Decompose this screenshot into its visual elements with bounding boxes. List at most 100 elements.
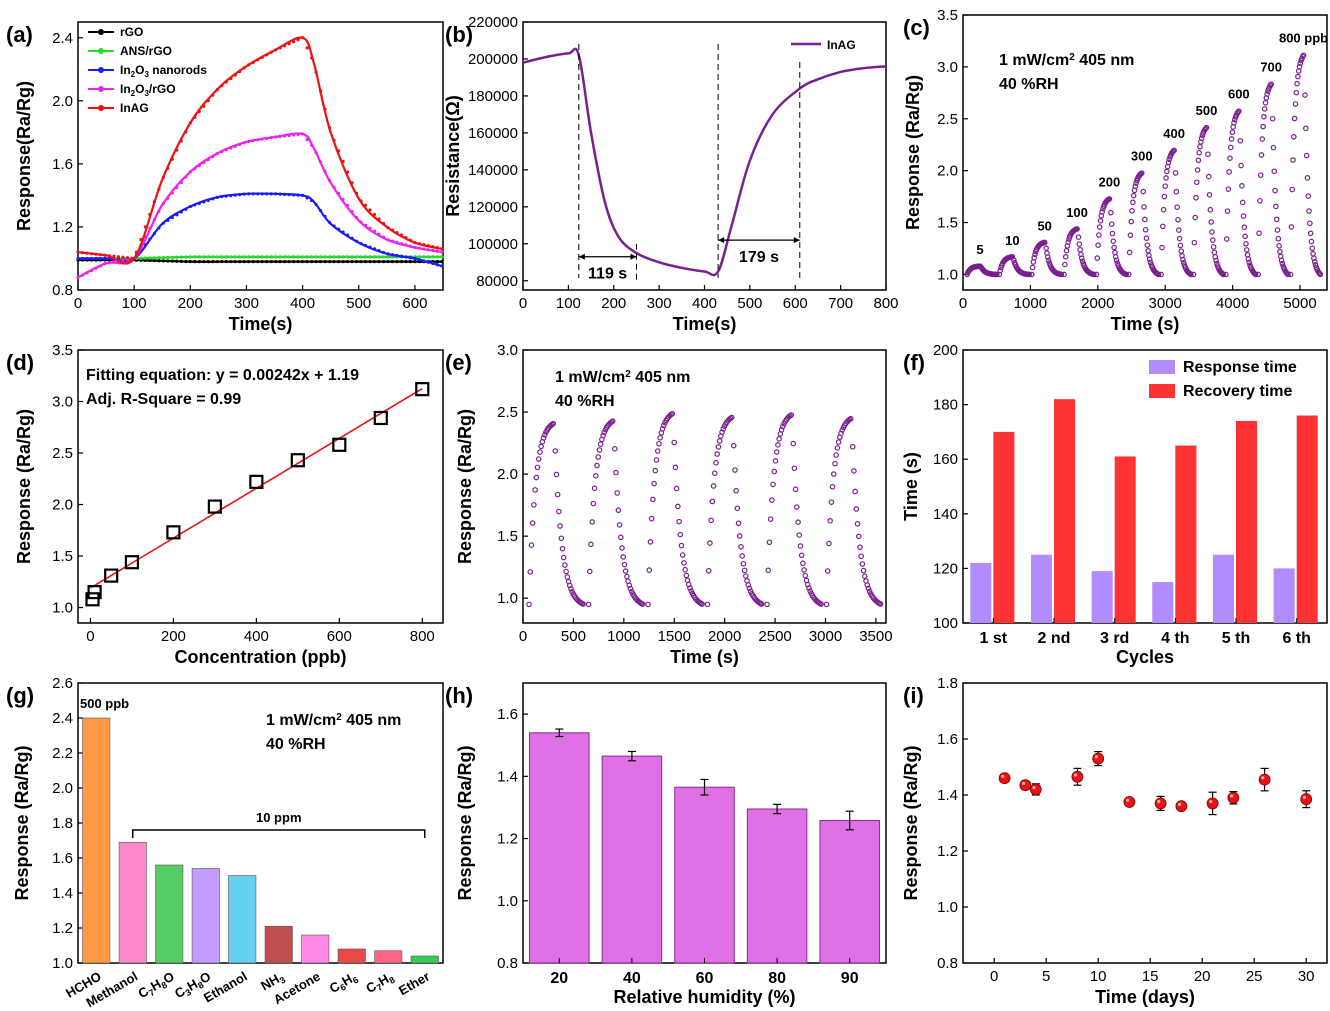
- data-point: [435, 249, 439, 253]
- data-point: [1243, 240, 1249, 247]
- data-point: [1310, 250, 1316, 257]
- panel-label: (a): [6, 22, 33, 47]
- data-point: [354, 255, 359, 259]
- data-point: [292, 133, 296, 137]
- data-point: [1287, 271, 1294, 278]
- data-point: [535, 456, 542, 462]
- data-point: [336, 149, 341, 153]
- data-point: [98, 253, 103, 257]
- data-point: [152, 200, 156, 204]
- data-point: [1245, 256, 1252, 262]
- data-point: [85, 271, 89, 275]
- data-point: [1257, 197, 1263, 204]
- data-point: [269, 192, 273, 196]
- data-point: [390, 239, 395, 243]
- data-point: [1231, 116, 1238, 123]
- data-point: [386, 225, 390, 230]
- data-point: [833, 452, 839, 458]
- concentration-label: 500 ppb: [80, 696, 129, 711]
- data-point: [1239, 199, 1246, 206]
- bar: [601, 755, 663, 964]
- y-tick-label: 120: [933, 560, 958, 577]
- data-point: [404, 236, 408, 240]
- data-point: [1170, 148, 1177, 154]
- data-point: [1227, 155, 1233, 161]
- data-point: [1110, 238, 1117, 244]
- data-point: [80, 256, 85, 261]
- data-point: [139, 256, 143, 260]
- data-point: [1132, 183, 1139, 190]
- y-axis-label: Time (s): [901, 452, 921, 521]
- condition-note: 1 mW/cm2 405 nm: [266, 712, 401, 730]
- y-tick-label: 2.4: [52, 30, 73, 47]
- data-point: [426, 244, 430, 248]
- data-point: [157, 259, 161, 263]
- data-point: [1123, 796, 1136, 808]
- data-point: [292, 40, 296, 44]
- data-point: [197, 164, 201, 168]
- data-point: [1161, 193, 1168, 200]
- data-point: [854, 521, 861, 527]
- data-point: [1096, 232, 1102, 238]
- data-point: [1205, 151, 1211, 158]
- data-point: [345, 203, 350, 208]
- data-point: [678, 542, 685, 549]
- data-point: [550, 420, 557, 427]
- data-point: [202, 260, 206, 264]
- y-tick-label: 2.4: [52, 710, 73, 727]
- data-point: [121, 258, 125, 262]
- data-point: [354, 239, 359, 243]
- data-point: [1197, 143, 1203, 150]
- data-point: [1075, 234, 1082, 241]
- legend-text: rGO: [120, 25, 143, 39]
- data-point: [283, 44, 287, 48]
- data-point: [363, 243, 368, 247]
- data-point: [229, 255, 233, 259]
- data-point: [359, 199, 363, 203]
- data-point: [1296, 63, 1303, 70]
- legend-text: In: [120, 63, 131, 77]
- data-point: [1032, 251, 1038, 258]
- data-point: [558, 535, 565, 542]
- data-point: [1227, 791, 1240, 804]
- subscript: 8: [387, 975, 396, 986]
- data-point: [1071, 770, 1084, 783]
- legend-marker: [98, 67, 104, 73]
- data-point: [417, 255, 422, 259]
- data-point: [1307, 220, 1313, 227]
- data-point: [417, 258, 422, 262]
- data-point: [682, 566, 688, 573]
- data-point: [765, 567, 772, 574]
- data-point: [838, 430, 844, 437]
- data-point: [76, 250, 80, 254]
- data-point: [1260, 123, 1266, 130]
- x-tick-label: 400: [244, 628, 269, 645]
- y-tick-label: 1.2: [937, 843, 958, 860]
- bar: [1296, 415, 1318, 623]
- data-point: [660, 422, 667, 429]
- data-point: [829, 483, 836, 490]
- data-point: [1276, 243, 1282, 249]
- data-point: [1210, 244, 1217, 250]
- data-point: [170, 215, 174, 220]
- data-point: [532, 487, 538, 493]
- data-point: [215, 260, 219, 264]
- data-point: [562, 562, 568, 568]
- data-point: [1095, 242, 1101, 248]
- data-point: [705, 567, 712, 574]
- data-point: [301, 260, 305, 264]
- subscript: 6: [338, 982, 347, 993]
- data-point: [1142, 226, 1149, 233]
- data-point: [323, 214, 327, 219]
- panel-label: (g): [6, 683, 34, 708]
- data-point: [679, 552, 686, 558]
- data-point: [161, 259, 165, 263]
- data-point: [148, 212, 152, 216]
- data-point: [1309, 245, 1316, 252]
- data-point: [368, 260, 372, 264]
- data-point: [541, 431, 548, 438]
- data-point: [1076, 241, 1083, 247]
- data-point: [440, 264, 444, 268]
- y-tick-label: 1.0: [52, 600, 73, 617]
- y-axis-label: Resistance(Ω): [443, 95, 463, 216]
